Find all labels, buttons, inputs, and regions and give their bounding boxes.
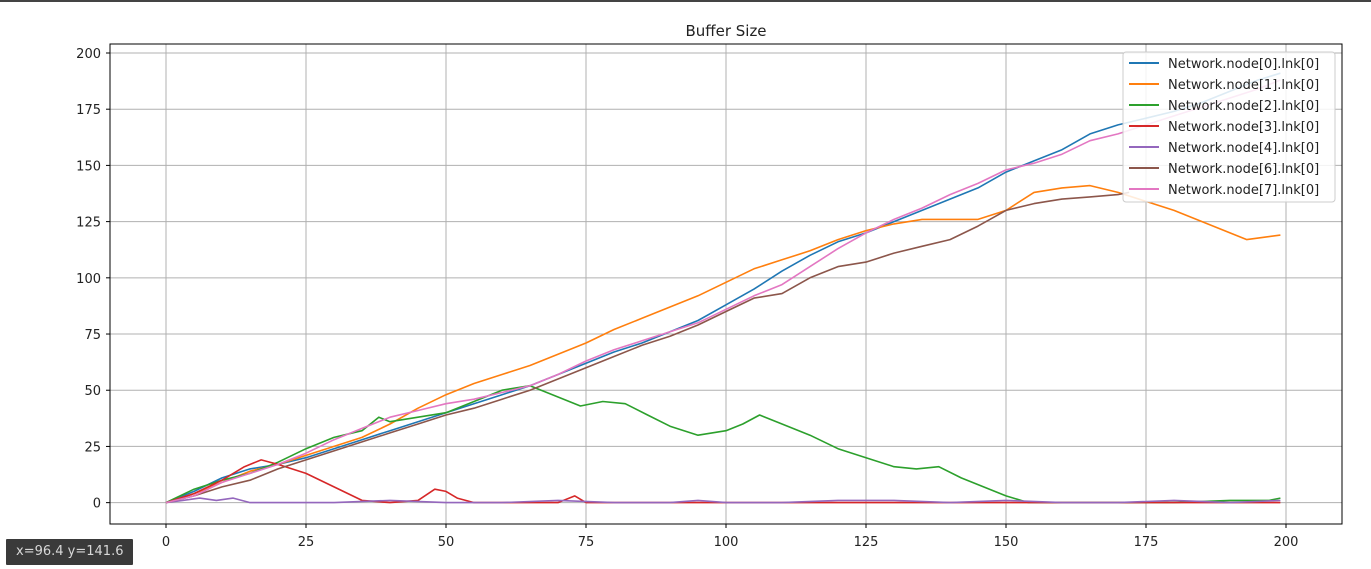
x-tick-label: 150 (994, 535, 1019, 550)
series-line-4 (165, 497, 1281, 504)
legend-box (1122, 51, 1336, 203)
legend-label: Network.node[4].lnk[0] (1168, 141, 1319, 156)
series-lines (165, 72, 1281, 504)
series-line-6 (165, 79, 1281, 504)
legend-label: Network.node[1].lnk[0] (1168, 78, 1319, 93)
series-line-5 (165, 191, 1130, 504)
x-tick-label: 100 (714, 535, 739, 550)
y-tick-label: 100 (76, 272, 101, 287)
x-tick-label: 0 (162, 535, 170, 550)
legend-label: Network.node[7].lnk[0] (1168, 183, 1319, 198)
y-tick-label: 0 (93, 497, 101, 512)
x-tick-label: 200 (1274, 535, 1299, 550)
y-tick-label: 200 (76, 47, 101, 62)
series-line-1 (165, 184, 1281, 504)
y-tick-label: 150 (76, 159, 101, 174)
y-tick-label: 25 (84, 440, 101, 455)
series-line-3 (165, 459, 1281, 504)
chart-title: Buffer Size (685, 22, 766, 40)
series-line-2 (165, 384, 1281, 504)
x-tick-label: 25 (298, 535, 315, 550)
x-tick-label: 175 (1134, 535, 1159, 550)
coordinate-readout: x=96.4 y=141.6 (6, 539, 134, 565)
y-tick-label: 175 (76, 103, 101, 118)
legend: Network.node[0].lnk[0] Network.node[1].ln… (1122, 51, 1336, 203)
x-tick-label: 50 (438, 535, 455, 550)
series-line-0 (165, 72, 1281, 504)
legend-label: Network.node[0].lnk[0] (1168, 57, 1319, 72)
y-tick-label: 125 (76, 216, 101, 231)
y-tick-label: 50 (84, 384, 101, 399)
x-tick-label: 75 (578, 535, 595, 550)
x-tick-label: 125 (854, 535, 879, 550)
axes: 0 25 50 75 100 125 150 175 200 0 25 50 75 100 125 150 17… (76, 47, 1298, 550)
legend-label: Network.node[6].lnk[0] (1168, 162, 1319, 177)
legend-label: Network.node[2].lnk[0] (1168, 99, 1319, 114)
legend-label: Network.node[3].lnk[0] (1168, 120, 1319, 135)
y-tick-label: 75 (84, 328, 101, 343)
window-top-border (0, 0, 1371, 2)
plot-frame (109, 43, 1343, 525)
